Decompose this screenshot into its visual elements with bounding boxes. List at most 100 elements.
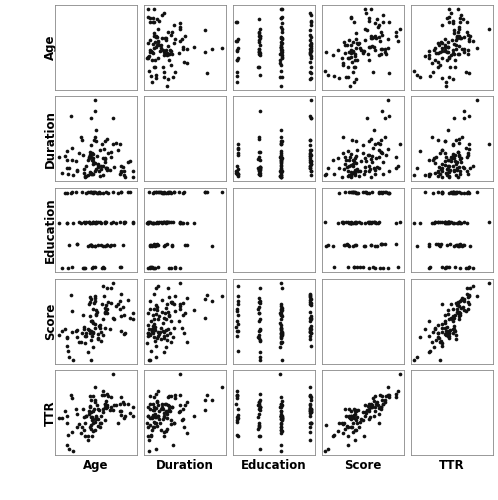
Point: [154, 36, 162, 44]
Point: [168, 298, 176, 306]
Point: [171, 307, 179, 315]
Point: [459, 163, 467, 171]
Point: [383, 44, 391, 52]
Point: [434, 168, 442, 175]
Point: [377, 188, 385, 196]
Point: [88, 317, 96, 325]
Point: [256, 406, 264, 414]
Point: [73, 410, 81, 418]
Point: [426, 347, 434, 355]
Point: [157, 218, 165, 226]
Point: [99, 282, 107, 290]
Point: [89, 328, 97, 336]
Point: [450, 242, 458, 250]
Point: [256, 164, 264, 172]
Point: [392, 390, 400, 398]
Point: [84, 171, 92, 179]
Point: [101, 400, 109, 407]
Point: [125, 409, 133, 417]
Point: [442, 264, 450, 272]
Point: [446, 326, 454, 334]
Point: [350, 262, 358, 270]
Point: [233, 323, 241, 331]
Point: [277, 413, 285, 421]
Point: [371, 33, 378, 41]
Point: [143, 54, 151, 62]
Point: [463, 284, 471, 292]
Point: [464, 188, 472, 196]
Point: [416, 147, 424, 155]
Point: [460, 33, 468, 41]
Point: [434, 240, 442, 248]
Point: [377, 402, 385, 410]
Point: [446, 166, 454, 174]
Point: [444, 332, 452, 340]
Point: [463, 219, 471, 227]
Point: [444, 218, 452, 226]
Point: [87, 188, 95, 196]
Point: [277, 330, 285, 338]
Point: [437, 166, 445, 173]
Point: [330, 170, 338, 177]
Point: [306, 30, 314, 38]
Point: [277, 154, 285, 162]
Point: [176, 390, 184, 398]
Point: [152, 241, 160, 249]
Point: [255, 32, 263, 40]
Point: [233, 168, 241, 176]
Point: [165, 188, 173, 196]
Point: [425, 240, 433, 248]
Point: [277, 422, 285, 430]
Point: [256, 25, 264, 33]
Point: [453, 218, 461, 226]
Point: [425, 47, 433, 55]
Point: [152, 34, 160, 42]
Point: [455, 241, 463, 249]
Point: [371, 218, 378, 226]
Point: [256, 432, 264, 440]
Point: [347, 53, 355, 61]
Point: [161, 400, 169, 408]
Point: [104, 149, 112, 157]
Point: [347, 412, 355, 420]
Point: [150, 332, 158, 340]
Point: [256, 315, 264, 323]
Point: [277, 14, 285, 22]
Point: [87, 421, 95, 429]
Point: [456, 312, 464, 320]
Point: [444, 220, 452, 228]
Point: [149, 219, 157, 227]
Point: [375, 188, 383, 196]
Point: [350, 64, 358, 72]
Point: [306, 314, 314, 322]
Point: [277, 306, 285, 314]
Point: [233, 38, 241, 46]
Point: [278, 51, 286, 59]
Point: [88, 432, 96, 440]
Point: [158, 218, 166, 226]
Point: [432, 336, 440, 344]
Point: [170, 188, 178, 196]
Point: [469, 162, 477, 170]
Point: [129, 219, 137, 227]
Point: [102, 396, 110, 404]
Point: [91, 107, 99, 115]
Point: [452, 331, 460, 339]
Point: [114, 419, 122, 427]
Point: [89, 170, 97, 178]
Point: [277, 407, 285, 415]
Point: [67, 392, 75, 400]
Point: [256, 156, 264, 164]
Point: [360, 242, 368, 250]
Point: [110, 218, 118, 226]
Point: [117, 412, 125, 420]
Point: [382, 188, 390, 196]
Point: [362, 219, 370, 227]
Point: [158, 10, 166, 18]
Point: [167, 189, 175, 197]
Point: [178, 324, 186, 332]
Point: [375, 21, 383, 29]
Point: [233, 56, 241, 64]
Point: [89, 263, 97, 271]
Point: [365, 56, 373, 64]
